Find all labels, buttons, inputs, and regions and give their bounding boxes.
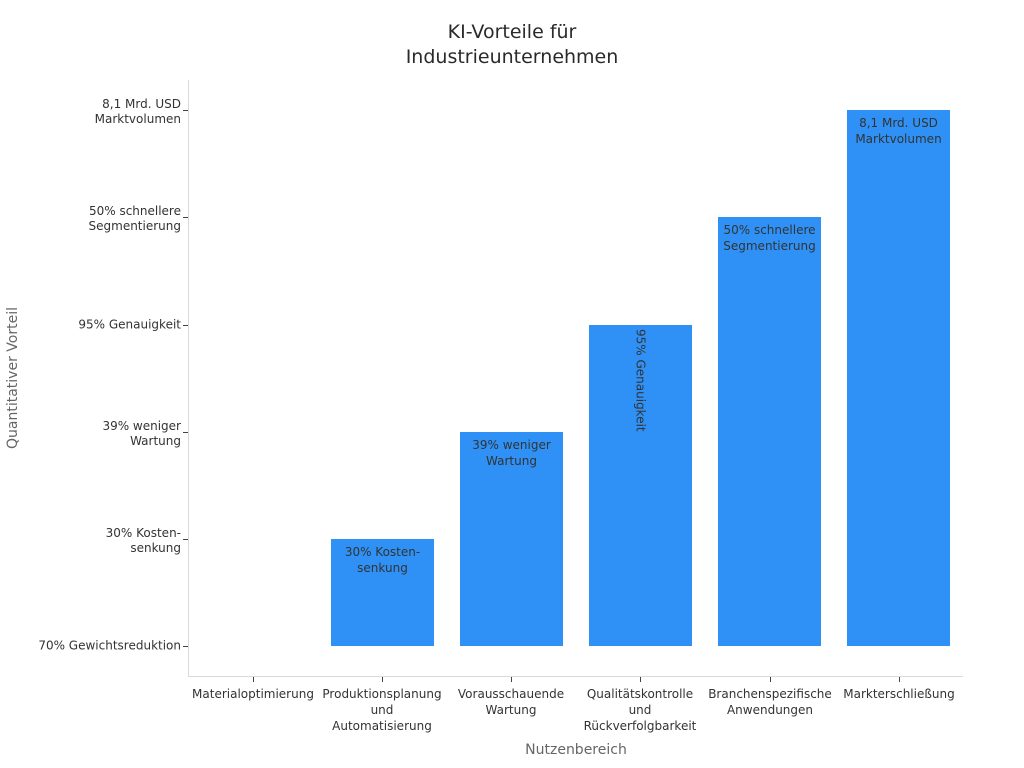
x-tick <box>511 677 512 682</box>
bar-value-label: 50% schnellere Segmentierung <box>723 223 816 253</box>
x-tick-label: Materialoptimierung <box>192 687 314 701</box>
y-tick <box>183 646 188 647</box>
y-tick-label: 30% Kosten- senkung <box>105 526 181 555</box>
x-tick-label: Produktionsplanung und Automatisierung <box>322 687 442 733</box>
bar-branchenspezifische-anwendungen[interactable]: 50% schnellere Segmentierung <box>718 217 821 646</box>
bar-vorausschauende-wartung[interactable]: 39% weniger Wartung <box>460 432 563 646</box>
y-tick <box>183 432 188 433</box>
x-tick <box>770 677 771 682</box>
y-tick <box>183 325 188 326</box>
bar-value-label: 39% weniger Wartung <box>472 438 551 468</box>
y-tick <box>183 110 188 111</box>
x-tick-label: Qualitätskontrolle und Rückverfolgbarkei… <box>583 687 697 733</box>
bar-value-label: 8,1 Mrd. USD Marktvolumen <box>855 116 942 146</box>
y-tick-label: 8,1 Mrd. USD Marktvolumen <box>94 97 181 126</box>
bar-value-label: 30% Kosten- senkung <box>344 545 421 575</box>
bar-qualitaetskontrolle[interactable]: 95% Genauigkeit <box>589 325 692 646</box>
x-tick-label: Branchenspezifische Anwendungen <box>708 687 832 717</box>
chart-title: KI-Vorteile für Industrieunternehmen <box>405 21 619 68</box>
y-tick-label: 50% schnellere Segmentierung <box>88 204 181 233</box>
y-tick-label: 70% Gewichtsreduktion <box>38 638 181 653</box>
x-axis-title: Nutzenbereich <box>525 742 627 758</box>
x-tick <box>253 677 254 682</box>
bar-markterschliessung[interactable]: 8,1 Mrd. USD Marktvolumen <box>847 110 950 646</box>
y-axis-title: Quantitativer Vorteil <box>5 307 21 449</box>
y-tick-label: 39% weniger Wartung <box>102 419 181 448</box>
x-tick-label: Markterschließung <box>843 687 955 701</box>
y-tick <box>183 217 188 218</box>
bar-value-label: 95% Genauigkeit <box>633 329 648 432</box>
y-tick-label: 95% Genauigkeit <box>78 317 181 332</box>
x-axis-line <box>188 676 963 677</box>
x-tick <box>899 677 900 682</box>
x-tick <box>382 677 383 682</box>
x-tick <box>640 677 641 682</box>
bar-produktionsplanung[interactable]: 30% Kosten- senkung <box>331 539 434 646</box>
x-tick-label: Vorausschauende Wartung <box>457 687 565 717</box>
y-tick <box>183 539 188 540</box>
y-axis-line <box>188 80 189 677</box>
